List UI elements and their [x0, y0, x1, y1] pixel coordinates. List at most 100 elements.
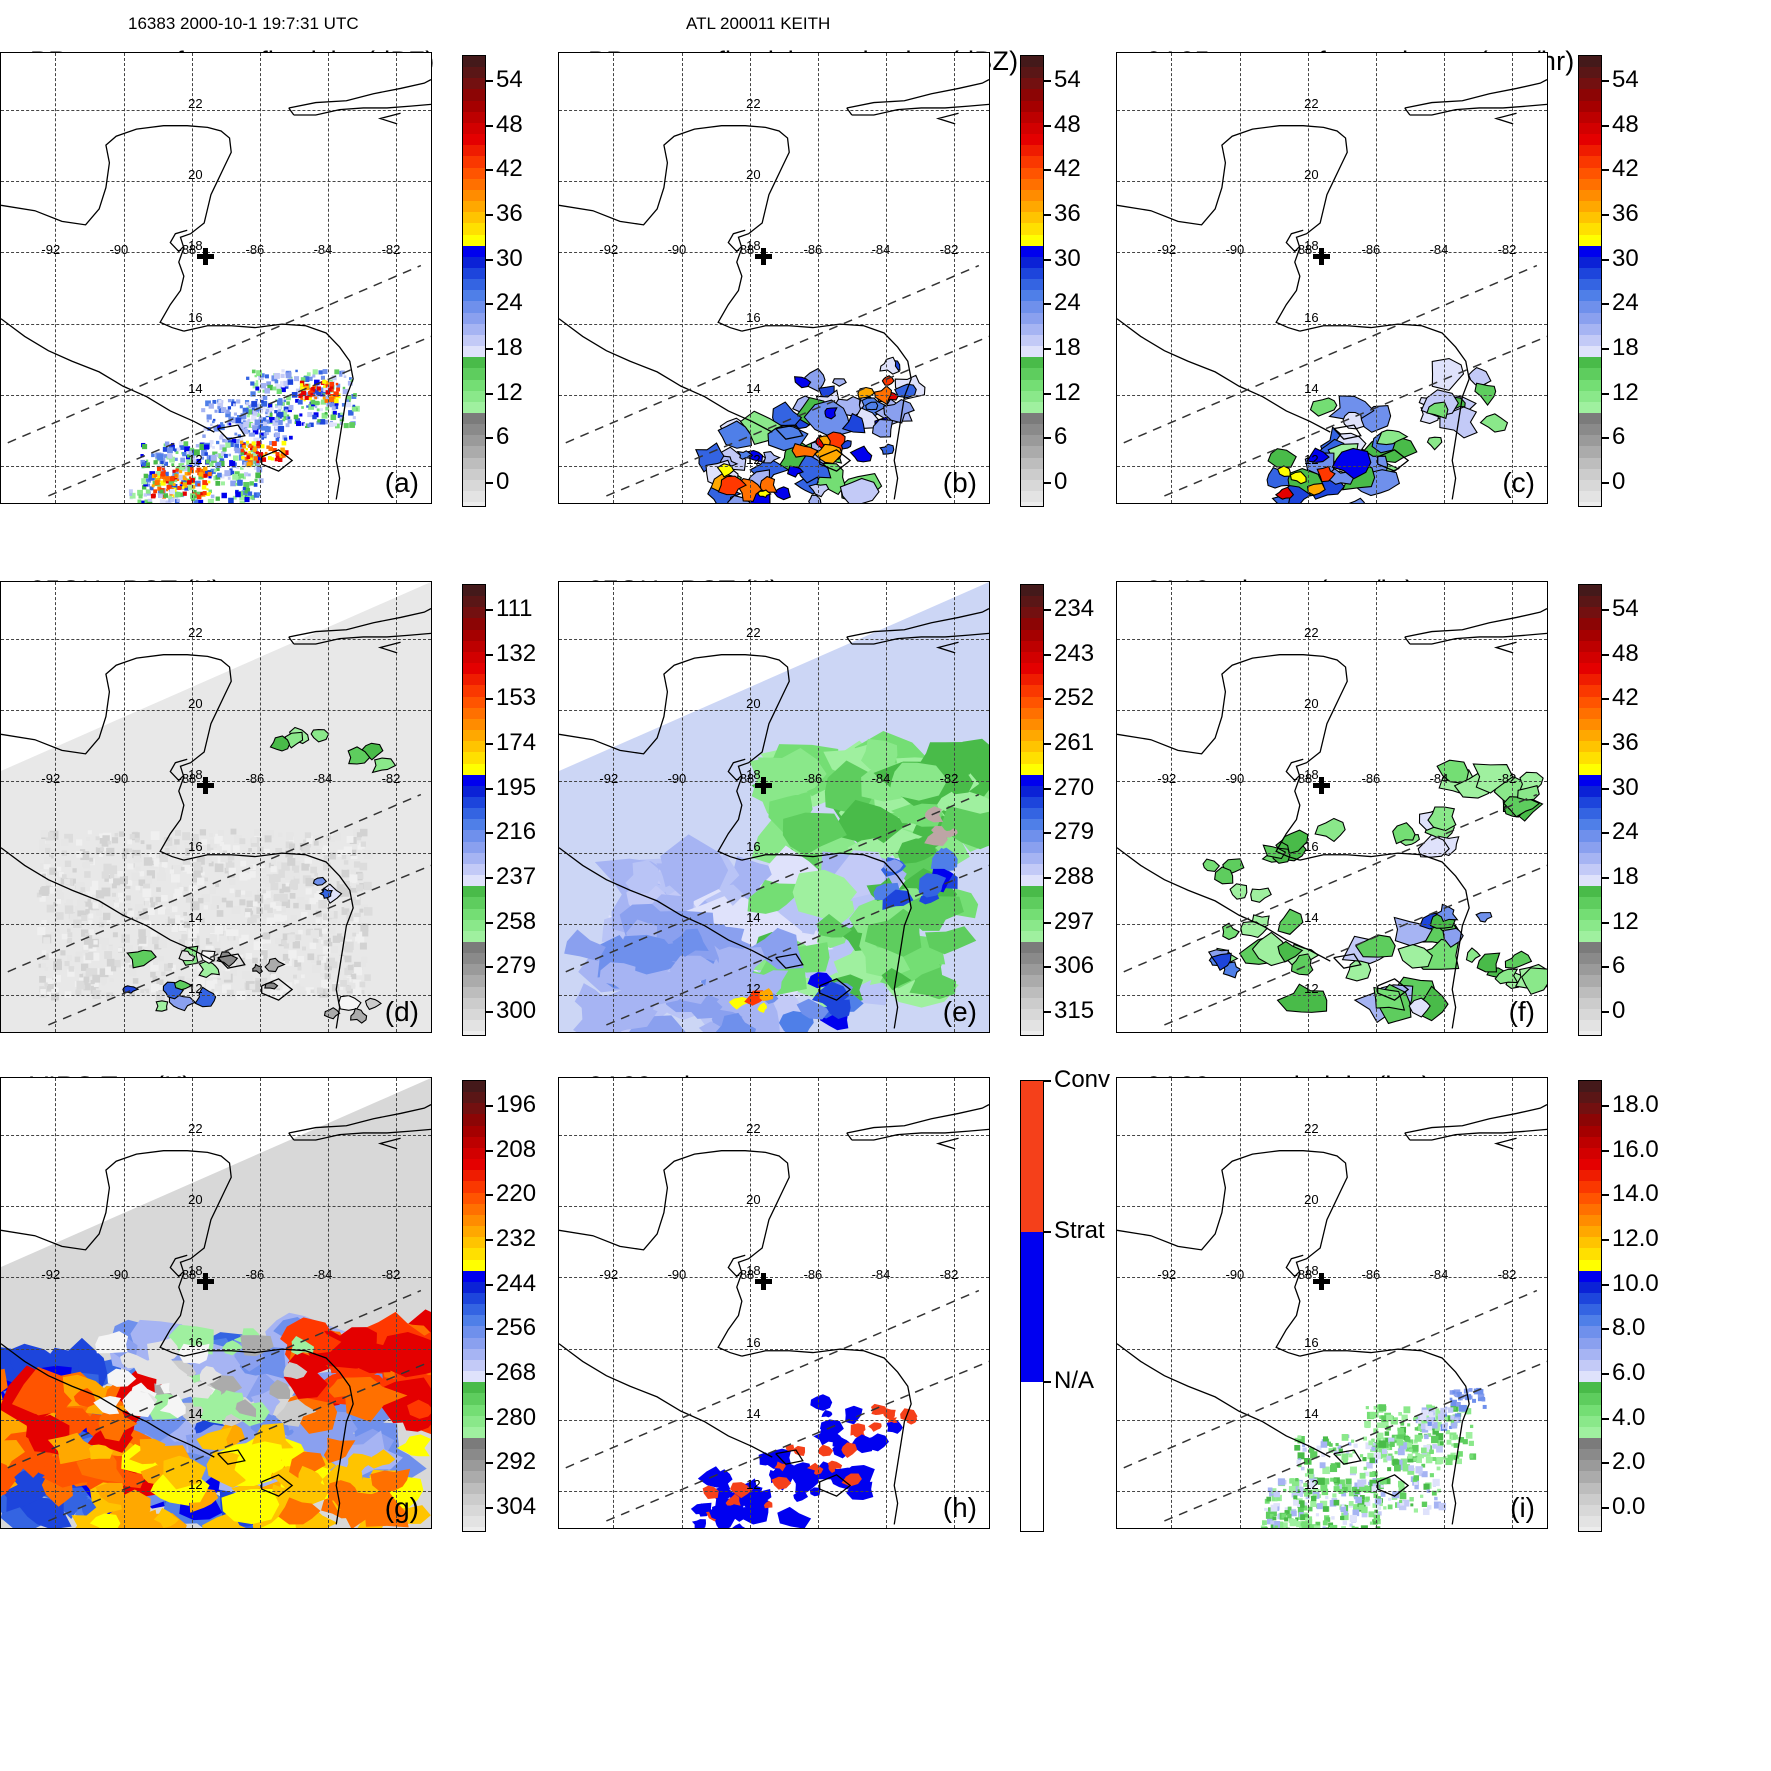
colorbar-segment	[1021, 189, 1043, 202]
latitude-label: 22	[746, 1120, 761, 1136]
colorbar-tick	[1044, 1080, 1051, 1082]
longitude-label: -92	[1157, 1267, 1177, 1283]
map-c[interactable]: -92 -90 -88 -86 -84 -82 22 20 18 16 14 12 (c)	[1116, 52, 1548, 504]
colorbar-segment	[1021, 368, 1043, 380]
colorbar-label: 24	[1612, 818, 1639, 846]
colorbar-segment	[1021, 78, 1043, 90]
panel-letter-e: (e)	[942, 996, 977, 1027]
colorbar-label: 18	[1054, 334, 1081, 362]
colorbar-segment	[1579, 819, 1601, 831]
colorbar-tick	[1044, 832, 1051, 835]
colorbar-segment	[1021, 100, 1043, 112]
map-b[interactable]: -92 -90 -88 -86 -84 -82 22 20 18 16 14 12 (b)	[558, 52, 990, 504]
colorbar-segment	[463, 1226, 485, 1238]
colorbar-label: 0	[1612, 468, 1626, 496]
colorbar-segment	[1579, 886, 1601, 898]
colorbar-label: 12.0	[1612, 1224, 1659, 1252]
longitude-label: -92	[41, 242, 61, 258]
colorbar-segment	[463, 774, 485, 786]
colorbar-segment	[463, 1114, 485, 1126]
colorbar-segment	[1579, 446, 1601, 458]
colorbar-tick	[486, 1149, 493, 1152]
longitude-label: -84	[1429, 1267, 1449, 1283]
colorbar-segment	[1579, 1114, 1601, 1126]
latitude-label: 12	[746, 980, 761, 996]
colorbar-tick	[486, 348, 493, 351]
colorbar-segment	[463, 596, 485, 608]
colorbar-segment	[1021, 201, 1043, 213]
colorbar-segment	[1579, 435, 1601, 447]
colorbar-label: 42	[1054, 155, 1081, 183]
panel-letter-f: (f)	[1508, 996, 1535, 1027]
colorbar-e	[1020, 584, 1044, 1036]
colorbar-segment	[1579, 1203, 1601, 1215]
colorbar-label: 18.0	[1612, 1090, 1659, 1118]
panel-b: PR max reflectivity projection (dBZ) -92…	[558, 22, 1118, 587]
colorbar-segment	[463, 1516, 485, 1528]
colorbar-segment	[1579, 908, 1601, 920]
colorbar-label: 24	[496, 289, 523, 317]
colorbar-segment	[1579, 1192, 1601, 1204]
map-a[interactable]: -92 -90 -88 -86 -84 -82 22 20 18 16 14 12 (a)	[0, 52, 432, 504]
colorbar-segment	[463, 491, 485, 503]
map-f[interactable]: -92 -90 -88 -86 -84 -82 22 20 18 16 14 12 (f)	[1116, 581, 1548, 1033]
latitude-label: 12	[1304, 451, 1319, 467]
colorbar-segment	[463, 122, 485, 135]
longitude-label: -90	[109, 1267, 129, 1283]
colorbar-segment	[1579, 1371, 1601, 1383]
colorbar-segment	[463, 741, 485, 753]
map-d[interactable]: -92 -90 -88 -86 -84 -82 22 20 18 16 14 12 (d)	[0, 581, 432, 1033]
colorbar-segment	[1021, 975, 1043, 987]
colorbar-label: 54	[1054, 65, 1081, 93]
colorbar-label: 244	[496, 1269, 537, 1297]
colorbar-segment	[463, 100, 485, 112]
colorbar-segment	[463, 763, 485, 775]
colorbar-segment	[463, 651, 485, 664]
colorbar-label: 243	[1054, 639, 1095, 667]
latitude-label: 20	[746, 696, 761, 712]
colorbar-segment	[1579, 852, 1601, 864]
colorbar-label: 18	[496, 334, 523, 362]
map-g[interactable]: -92 -90 -88 -86 -84 -82 22 20 18 16 14 12 (g)	[0, 1077, 432, 1529]
colorbar-segment	[1579, 1449, 1601, 1461]
colorbar-segment	[1579, 1493, 1601, 1505]
colorbar-tick	[1044, 698, 1051, 701]
colorbar-segment	[1021, 663, 1043, 675]
colorbar-label: 268	[496, 1359, 537, 1387]
latitude-label: 22	[746, 624, 761, 640]
colorbar-segment	[1579, 1125, 1601, 1137]
colorbar-segment	[463, 1371, 485, 1383]
colorbar-segment	[463, 1159, 485, 1171]
colorbar-label: 30	[1612, 773, 1639, 801]
colorbar-segment	[1579, 279, 1601, 291]
colorbar-tick	[1602, 1373, 1609, 1376]
map-e[interactable]: -92 -90 -88 -86 -84 -82 22 20 18 16 14 12 (e)	[558, 581, 990, 1033]
colorbar-segment	[1579, 156, 1601, 168]
latitude-label: 16	[188, 838, 203, 854]
colorbar-tick	[1602, 1194, 1609, 1197]
colorbar-segment	[1579, 424, 1601, 436]
colorbar-segment	[1579, 942, 1601, 954]
data-layer-c	[1266, 357, 1509, 503]
colorbar-segment	[463, 401, 485, 413]
colorbar-segment	[463, 930, 485, 942]
colorbar-segment	[1579, 1259, 1601, 1271]
longitude-label: -82	[1497, 242, 1517, 258]
map-h[interactable]: -92 -90 -88 -86 -84 -82 22 20 18 16 14 12 (h)	[558, 1077, 990, 1529]
colorbar-segment	[1021, 607, 1043, 619]
colorbar-tick	[1602, 1149, 1609, 1152]
colorbar-segment	[1579, 1382, 1601, 1394]
latitude-label: 14	[746, 1405, 761, 1421]
colorbar-segment	[1021, 212, 1043, 224]
map-content: -92 -90 -88 -86 -84 -82 22 20 18 16 14 12	[559, 582, 989, 1032]
colorbar-segment	[463, 997, 485, 1009]
colorbar-segment	[463, 964, 485, 976]
map-i[interactable]: -92 -90 -88 -86 -84 -82 22 20 18 16 14 12 (i)	[1116, 1077, 1548, 1529]
colorbar-segment	[1021, 707, 1043, 719]
latitude-label: 20	[188, 167, 203, 183]
colorbar-segment	[463, 245, 485, 257]
colorbar-segment	[463, 1203, 485, 1215]
colorbar-segment	[463, 852, 485, 864]
panel-letter-h: (h)	[942, 1492, 977, 1523]
panel-letter-b: (b)	[942, 467, 977, 498]
